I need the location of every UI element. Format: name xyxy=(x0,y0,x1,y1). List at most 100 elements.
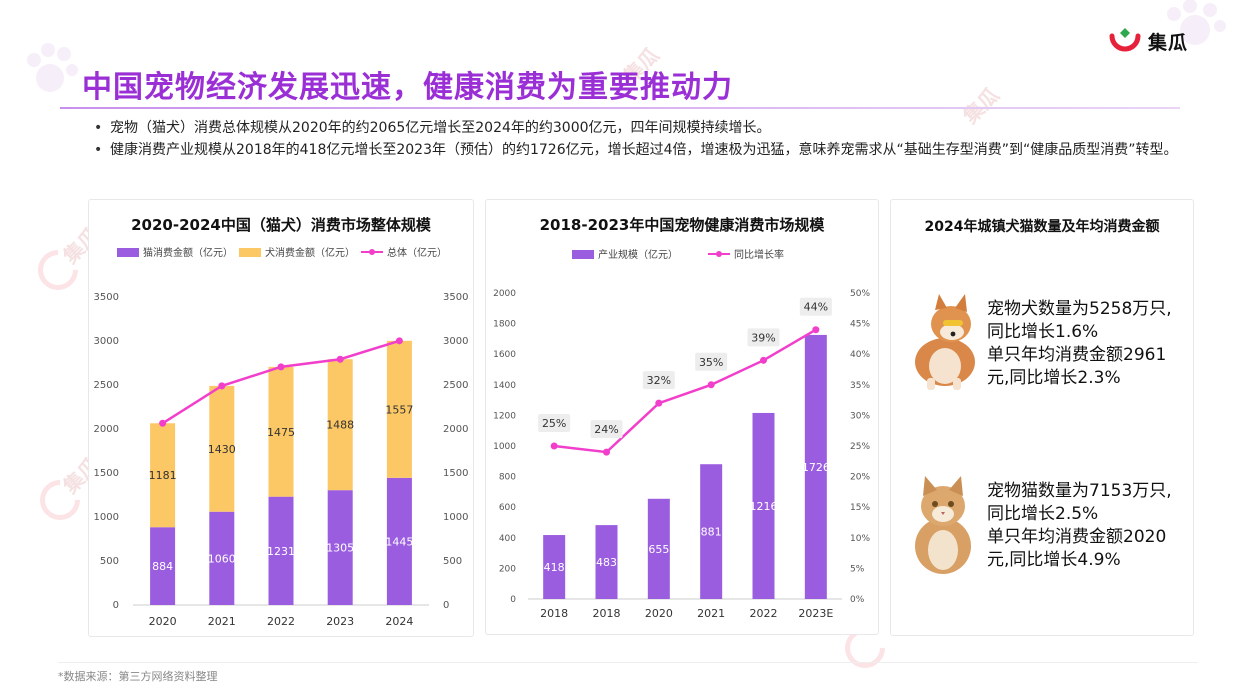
growth-rate-label: 25% xyxy=(542,417,566,430)
growth-rate-label-bg xyxy=(695,352,728,371)
growth-rate-label-bg xyxy=(642,371,675,390)
data-label-size: 881 xyxy=(701,526,722,539)
data-label-dog: 1430 xyxy=(208,443,236,456)
data-label-dog: 1475 xyxy=(267,426,295,439)
x-tick-label: 2023 xyxy=(326,615,354,628)
growth-rate-line xyxy=(554,328,817,454)
growth-rate-point xyxy=(550,442,558,450)
y-tick-label: 800 xyxy=(499,473,516,483)
y-tick-label: 1000 xyxy=(493,442,516,452)
pet-stats-panel: 2024年城镇犬猫数量及年均消费金额 宠物犬数量为5258万只, 同比增长1.6… xyxy=(890,199,1194,636)
brand-name: 集瓜 xyxy=(1148,31,1189,54)
growth-rate-label: 39% xyxy=(751,331,775,344)
data-label-dog: 1181 xyxy=(149,469,177,482)
dog-stats: 宠物犬数量为5258万只, 同比增长1.6% 单只年均消费金额2961 元,同比… xyxy=(987,298,1187,390)
cat-stat-line: 单只年均消费金额2020 xyxy=(987,527,1167,547)
legend-label-size: 产业规模（亿元） xyxy=(598,248,678,261)
dog-stat-line: 元,同比增长2.3% xyxy=(987,368,1121,388)
y-tick-label: 2000 xyxy=(94,424,119,435)
growth-rate-point xyxy=(812,326,820,334)
total-point xyxy=(336,355,344,363)
x-tick-label: 2022 xyxy=(267,615,295,628)
y2-tick-label: 1500 xyxy=(443,468,468,479)
bar-cat xyxy=(386,477,412,605)
y2-tick-label: 2500 xyxy=(443,380,468,391)
cat-icon xyxy=(915,476,971,574)
cat-stat-line: 宠物猫数量为7153万只, xyxy=(987,481,1172,501)
y-tick-label: 2500 xyxy=(94,380,119,391)
y-tick-label: 500 xyxy=(100,556,119,567)
data-label-size: 1216 xyxy=(750,500,778,513)
y-tick-label: 3500 xyxy=(94,292,119,303)
legend-label-cat: 猫消费金额（亿元） xyxy=(143,246,233,259)
growth-rate-label: 35% xyxy=(699,356,723,369)
legend-swatch-total-dot xyxy=(369,249,375,255)
y2-tick-label: 0% xyxy=(850,595,865,605)
y2-tick-label: 1000 xyxy=(443,512,468,523)
total-point xyxy=(395,337,403,345)
x-tick-label: 2024 xyxy=(385,615,413,628)
x-tick-label: 2018 xyxy=(540,607,568,620)
growth-rate-label-bg xyxy=(799,297,832,316)
bar-cat xyxy=(209,511,235,605)
growth-rate-label-bg xyxy=(747,328,780,347)
y2-tick-label: 10% xyxy=(850,534,870,544)
title-underline xyxy=(60,107,1180,109)
y-tick-label: 3000 xyxy=(94,336,119,347)
growth-rate-label-bg xyxy=(538,414,571,432)
x-tick-label: 2023E xyxy=(798,607,833,620)
data-source-note: *数据来源：第三方网络资料整理 xyxy=(58,670,218,683)
y2-tick-label: 5% xyxy=(850,564,865,574)
legend-swatch-rate-dot xyxy=(716,251,722,257)
y2-tick-label: 30% xyxy=(850,411,870,421)
cat-stat-line: 同比增长2.5% xyxy=(987,504,1099,524)
y-tick-label: 2000 xyxy=(493,289,516,299)
x-tick-label: 2021 xyxy=(697,607,725,620)
y2-tick-label: 25% xyxy=(850,442,870,452)
y-tick-label: 1200 xyxy=(493,411,516,421)
chart2-title: 2018-2023年中国宠物健康消费市场规模 xyxy=(539,216,825,234)
y2-tick-label: 0 xyxy=(443,600,449,611)
data-label-cat: 1060 xyxy=(208,552,236,565)
y2-tick-label: 3500 xyxy=(443,292,468,303)
brand-logo: 集瓜 xyxy=(1108,26,1188,56)
paw-decoration xyxy=(27,43,78,92)
data-label-cat: 884 xyxy=(152,560,173,573)
chart1-panel: 2020-2024中国（猫犬）消费市场整体规模 猫消费金额（亿元） 犬消费金额（亿… xyxy=(88,199,474,637)
data-label-cat: 1231 xyxy=(267,545,295,558)
x-tick-label: 2018 xyxy=(593,607,621,620)
pet-stats-title: 2024年城镇犬猫数量及年均消费金额 xyxy=(924,219,1160,235)
brand-logo-icon xyxy=(1109,28,1141,52)
data-label-dog: 1557 xyxy=(385,403,413,416)
data-label-size: 418 xyxy=(544,561,565,574)
bar-cat xyxy=(327,490,353,605)
x-tick-label: 2022 xyxy=(750,607,778,620)
y-tick-label: 1500 xyxy=(94,468,119,479)
dog-stat-line: 单只年均消费金额2961 xyxy=(987,345,1167,365)
bar-size xyxy=(647,498,670,599)
growth-rate-label: 24% xyxy=(594,423,618,436)
data-label-cat: 1445 xyxy=(385,535,413,548)
bar-size xyxy=(595,525,618,599)
cat-stats: 宠物猫数量为7153万只, 同比增长2.5% 单只年均消费金额2020 元,同比… xyxy=(987,480,1187,572)
y2-tick-label: 3000 xyxy=(443,336,468,347)
y-tick-label: 1600 xyxy=(493,350,516,360)
growth-rate-label: 32% xyxy=(647,374,671,387)
y2-tick-label: 20% xyxy=(850,473,870,483)
bar-dog xyxy=(209,385,235,512)
y2-tick-label: 40% xyxy=(850,350,870,360)
bar-cat xyxy=(150,527,176,605)
bullet-item: 健康消费产业规模从2018年的418亿元增长至2023年（预估）的约1726亿元… xyxy=(94,140,1184,160)
data-label-cat: 1305 xyxy=(326,542,354,555)
y-tick-label: 0 xyxy=(510,595,516,605)
chart1-title: 2020-2024中国（猫犬）消费市场整体规模 xyxy=(131,216,431,234)
data-label-size: 655 xyxy=(648,543,669,556)
chart2-svg: 产业规模（亿元） 同比增长率 0 200 400 600 800 1000 1200 1400 16… xyxy=(493,248,870,620)
paw-decoration xyxy=(1167,0,1226,45)
summary-bullets: 宠物（猫犬）消费总体规模从2020年的约2065亿元增长至2024年的约3000… xyxy=(94,118,1184,162)
y2-tick-label: 50% xyxy=(850,289,870,299)
chart1-svg: 猫消费金额（亿元） 犬消费金额（亿元） 总体（亿元） 0 0 500 500 1000 1000… xyxy=(94,246,469,628)
bullet-item: 宠物（猫犬）消费总体规模从2020年的约2065亿元增长至2024年的约3000… xyxy=(94,118,1184,138)
dog-icon xyxy=(915,294,975,390)
x-tick-label: 2020 xyxy=(645,607,673,620)
